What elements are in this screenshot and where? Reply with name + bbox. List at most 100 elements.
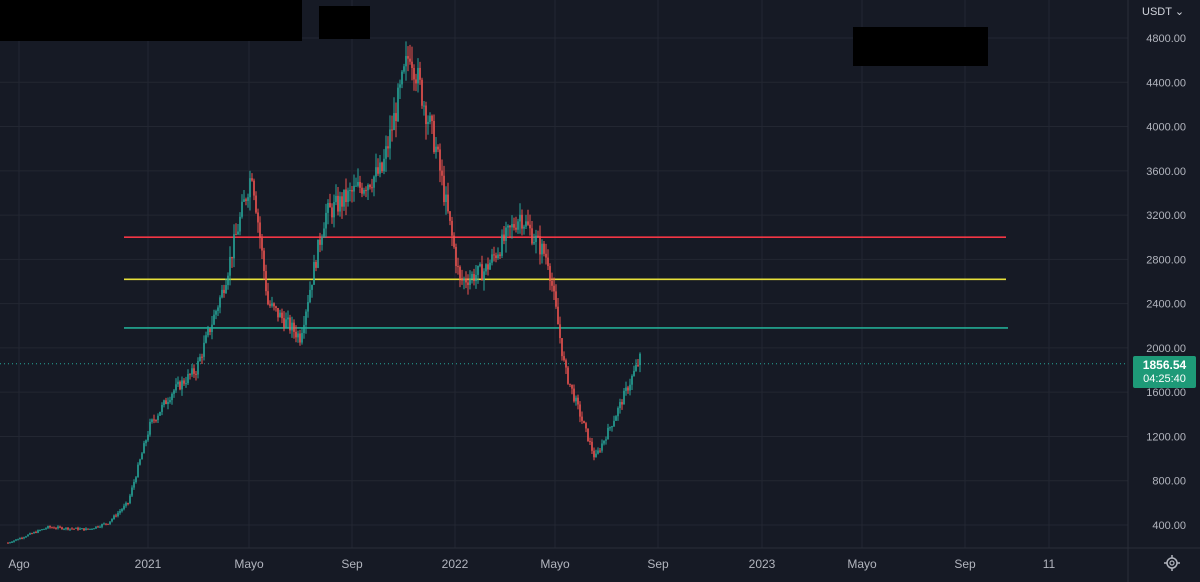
candle-body <box>123 505 125 510</box>
candle-body <box>121 509 123 511</box>
candle-body <box>255 195 257 213</box>
candle-body <box>111 518 113 522</box>
candle-body <box>263 250 265 272</box>
candle-body <box>7 542 9 544</box>
candle-body <box>175 384 177 391</box>
candle-body <box>623 390 625 405</box>
candle-body <box>541 243 543 255</box>
candle-body <box>151 419 153 422</box>
candle-body <box>415 79 417 84</box>
candle-body <box>401 71 403 85</box>
candle-body <box>77 527 79 530</box>
candle-body <box>307 302 309 312</box>
candle-body <box>139 459 141 465</box>
gear-icon[interactable] <box>1163 554 1181 572</box>
candle-body <box>453 235 455 247</box>
candle-body <box>201 356 203 358</box>
candle-body <box>525 221 527 227</box>
candle-body <box>229 256 231 276</box>
candle-body <box>45 528 47 530</box>
candle-body <box>153 419 155 421</box>
candle-body <box>529 224 531 229</box>
candle-body <box>431 115 433 121</box>
candle-body <box>293 322 295 332</box>
candle-body <box>523 226 525 229</box>
y-tick-label: 4400.00 <box>1146 77 1186 89</box>
candle-body <box>287 317 289 320</box>
candle-body <box>13 540 15 542</box>
candle-body <box>131 487 133 496</box>
candle-body <box>279 312 281 318</box>
y-tick-label: 3600.00 <box>1146 166 1186 178</box>
candle-body <box>331 207 333 218</box>
candle-body <box>17 539 19 541</box>
candle-body <box>61 527 63 530</box>
candle-body <box>33 532 35 534</box>
candle-body <box>521 214 523 229</box>
candle-body <box>141 453 143 460</box>
candle-body <box>79 528 81 530</box>
candle-body <box>275 306 277 308</box>
candle-body <box>249 178 251 198</box>
candle-body <box>101 524 103 527</box>
currency-selector[interactable]: USDT ⌄ <box>1142 5 1184 18</box>
candle-body <box>107 523 109 525</box>
candle-body <box>149 421 151 435</box>
candle-body <box>301 333 303 343</box>
x-tick-label: Mayo <box>847 557 877 571</box>
candle-body <box>581 416 583 421</box>
candle-body <box>235 234 237 236</box>
candle-body <box>49 526 51 528</box>
candle-body <box>477 265 479 275</box>
last-price-badge: 1856.54 04:25:40 <box>1133 356 1196 388</box>
candle-body <box>423 105 425 107</box>
candle-body <box>475 274 477 282</box>
candle-body <box>169 400 171 403</box>
candle-body <box>295 331 297 338</box>
candle-body <box>335 195 337 203</box>
candle-body <box>531 228 533 244</box>
candle-body <box>569 383 571 385</box>
candle-body <box>589 441 591 443</box>
candle-body <box>621 402 623 405</box>
candle-body <box>631 375 633 385</box>
candle-body <box>587 428 589 442</box>
candle-body <box>611 426 613 428</box>
candle-body <box>329 203 331 208</box>
candle-body <box>117 512 119 517</box>
candle-body <box>325 212 327 229</box>
candle-body <box>215 311 217 315</box>
candle-body <box>355 185 357 187</box>
candle-body <box>537 235 539 237</box>
candle-body <box>377 167 379 174</box>
candle-body <box>585 423 587 429</box>
candle-body <box>221 289 223 298</box>
candle-body <box>47 526 49 529</box>
candle-body <box>159 411 161 416</box>
candle-body <box>63 528 65 530</box>
redacted-watermark <box>853 27 988 66</box>
candle-body <box>495 255 497 259</box>
candle-body <box>507 225 509 228</box>
candle-body <box>527 221 529 225</box>
candle-body <box>203 342 205 357</box>
x-tick-label: Sep <box>341 557 363 571</box>
candle-body <box>195 373 197 375</box>
candle-body <box>567 367 569 384</box>
candle-body <box>389 129 391 149</box>
candle-body <box>359 181 361 188</box>
candle-body <box>497 254 499 259</box>
candle-body <box>613 420 615 427</box>
candle-body <box>543 243 545 254</box>
candle-body <box>341 196 343 207</box>
candle-body <box>571 384 573 389</box>
candle-body <box>161 404 163 412</box>
candle-body <box>599 450 601 452</box>
candle-body <box>505 227 507 241</box>
candle-body <box>119 510 121 513</box>
candle-body <box>535 235 537 243</box>
candle-body <box>237 231 239 235</box>
candle-body <box>69 528 71 530</box>
